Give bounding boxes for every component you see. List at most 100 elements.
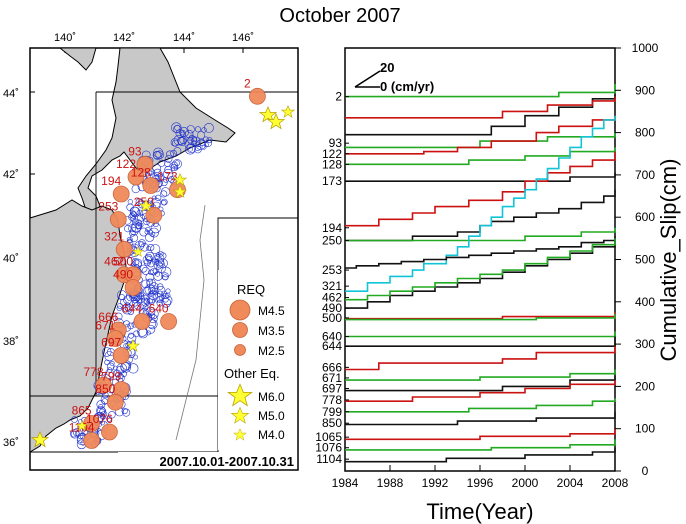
seismicity-circle	[158, 258, 168, 268]
seismicity-circle	[155, 173, 164, 182]
seismicity-circle	[114, 312, 123, 321]
seismicity-circle	[135, 222, 143, 230]
seismicity-circle	[172, 159, 182, 169]
y-tick-label: 1000	[632, 41, 659, 55]
seismicity-circle	[121, 407, 128, 415]
seismicity-circle	[137, 213, 145, 222]
req-event-label: 462	[104, 255, 124, 269]
seismicity-circle	[187, 137, 194, 144]
seismicity-circle	[133, 258, 143, 268]
star-marker	[131, 245, 145, 258]
req-event-label: 2	[244, 76, 251, 90]
seismicity-circle	[150, 268, 158, 276]
legend-req-m45-marker	[229, 299, 251, 321]
seismicity-circle	[203, 142, 209, 148]
legend-other-m60: M6.0	[258, 390, 285, 404]
seismicity-circle	[152, 151, 161, 160]
seismicity-circle	[174, 124, 181, 131]
req-event-marker	[133, 313, 151, 330]
series-id-label: 644	[322, 339, 342, 353]
slip-series-line	[345, 313, 616, 321]
series-id-label: 1104	[316, 452, 342, 466]
x-tick-label: 1984	[332, 476, 359, 490]
req-event-label: 194	[101, 174, 121, 188]
req-event-label: 666	[98, 310, 118, 324]
slip-series-line	[345, 346, 616, 371]
star-marker	[280, 104, 296, 118]
legend-req-m45: M4.5	[258, 304, 285, 318]
land-masses	[29, 47, 236, 453]
trench-line	[175, 204, 206, 441]
seismicity-circle	[158, 172, 164, 178]
legend-m60-star	[227, 383, 253, 407]
seismicity-circle	[127, 199, 133, 205]
seismicity-circle	[71, 416, 78, 423]
seismicity-circle	[123, 295, 133, 305]
seismicity-circle	[140, 243, 149, 252]
seismicity-circle	[126, 256, 136, 266]
series-id-label: 850	[322, 416, 342, 430]
series-id-label: 2	[335, 90, 342, 104]
seismicity-circle	[156, 299, 164, 307]
req-event-label: 128	[131, 166, 151, 180]
req-event-label: 778	[83, 365, 103, 379]
seismicity-circle	[164, 166, 173, 175]
slip-series-line	[345, 236, 616, 269]
slip-series-line	[345, 96, 616, 119]
seismicity-circle	[164, 155, 173, 163]
y-tick-label: 500	[635, 253, 655, 267]
seismicity-circle	[106, 362, 115, 371]
star-marker	[75, 419, 89, 432]
slip-series-line	[345, 439, 616, 451]
seismicity-circle	[168, 176, 175, 183]
slip-series-line	[345, 147, 616, 166]
slip-series-line	[345, 447, 616, 463]
lat-tick-label: 42˚	[3, 169, 19, 181]
seismicity-circle	[96, 400, 106, 409]
map-legend: REQ M4.5 M3.5 M2.5 Other Eq. M6.0 M5.0 M…	[218, 270, 296, 450]
req-event-marker	[83, 415, 100, 432]
series-id-label: 253	[322, 263, 342, 277]
x-tick-label: 1992	[422, 476, 449, 490]
slip-series-line	[345, 428, 616, 441]
seismicity-circle	[137, 298, 148, 309]
scale-bar-bottom: 0 (cm/yr)	[380, 79, 434, 94]
seismicity-circle	[156, 296, 164, 303]
seismicity-circle	[173, 147, 182, 155]
req-event-marker	[112, 185, 130, 203]
seismicity-circle	[145, 272, 155, 282]
seismicity-circle	[170, 163, 178, 172]
seismicity-circle	[201, 127, 207, 133]
slip-series-line	[345, 238, 616, 301]
req-event-marker	[106, 330, 124, 347]
req-event-marker	[112, 347, 130, 364]
sakhalin-south	[58, 47, 97, 71]
lat-tick-label: 40˚	[3, 253, 19, 265]
seismicity-circle	[126, 236, 133, 243]
req-event-label: 490	[113, 268, 133, 282]
seismicity-circle	[195, 126, 202, 133]
seismicity-circle	[96, 405, 106, 416]
legend-req-m25-marker	[234, 344, 246, 356]
y-tick-label: 800	[635, 126, 655, 140]
other-eq-stars	[30, 104, 296, 448]
seismicity-circle	[146, 330, 151, 336]
seismicity-circle	[145, 306, 156, 317]
seismicity-circle	[202, 136, 209, 143]
lat-tick-label: 44˚	[3, 88, 19, 100]
seismicity-circle	[129, 230, 136, 237]
seismicity-circle	[109, 360, 115, 366]
seismicity-circle	[133, 330, 140, 338]
seismicity-circle	[165, 150, 174, 159]
y-tick-label: 700	[635, 168, 655, 182]
seismicity-circle	[120, 370, 127, 378]
series-id-label: 500	[322, 311, 342, 325]
req-event-marker	[127, 168, 145, 186]
seismicity-circle	[179, 127, 189, 137]
star-marker	[266, 112, 286, 130]
lon-tick-label: 142˚	[113, 32, 135, 44]
x-tick-label: 2000	[512, 476, 539, 490]
